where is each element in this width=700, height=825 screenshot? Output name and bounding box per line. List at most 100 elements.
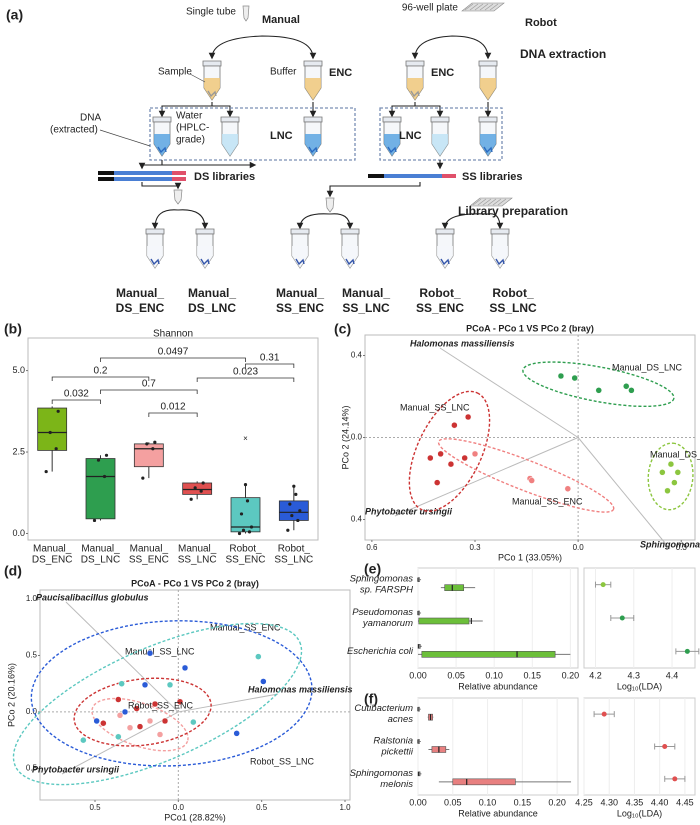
label-ss-libraries: SS libraries bbox=[462, 171, 523, 183]
plate-well-row bbox=[492, 198, 502, 206]
y-tick-label: 0.4 bbox=[351, 515, 363, 524]
y-axis-label: PCo 2 (24.14%) bbox=[340, 405, 350, 469]
box bbox=[278, 500, 309, 521]
outlier: × bbox=[243, 434, 248, 443]
tube-lid bbox=[382, 116, 402, 123]
group-label: Robot_ bbox=[492, 286, 534, 300]
chart-title: PCoA - PCo 1 VS PCo 2 (bray) bbox=[131, 578, 259, 588]
tube-liquid bbox=[492, 246, 508, 268]
plot-frame bbox=[27, 337, 319, 541]
y-tick-label: 0.0 bbox=[26, 707, 38, 716]
annotation: Paucisalibacillus globulus bbox=[36, 592, 149, 602]
arrow bbox=[329, 213, 354, 230]
pointer bbox=[99, 129, 151, 147]
p-value: 0.2 bbox=[94, 366, 108, 377]
y-tick-label: 5.0 bbox=[12, 365, 25, 375]
label-water: Water bbox=[176, 111, 203, 122]
point bbox=[260, 678, 267, 685]
point bbox=[664, 487, 671, 495]
tube-lid bbox=[478, 116, 498, 123]
x2-tick-label: 4.40 bbox=[651, 797, 669, 807]
tube-lid bbox=[303, 116, 323, 123]
x-tick-label: SS_LNC bbox=[274, 555, 313, 566]
x-tick-label: SS_ENC bbox=[129, 555, 169, 566]
x-axis-label: PCo 1 (33.05%) bbox=[498, 552, 562, 562]
label-dna-extracted: DNA bbox=[80, 113, 101, 124]
group-label: Robot_SS_LNC bbox=[250, 756, 315, 766]
x-tick-label: Manual_ bbox=[178, 544, 217, 555]
x2-tick-label: 4.2 bbox=[589, 670, 602, 680]
arrow bbox=[411, 35, 492, 60]
category-label: sp. FARSPH bbox=[360, 585, 413, 596]
box bbox=[182, 482, 213, 495]
box bbox=[418, 617, 470, 625]
point bbox=[153, 440, 157, 444]
lda-point bbox=[601, 711, 607, 717]
point bbox=[255, 653, 262, 660]
library-insert bbox=[114, 171, 172, 175]
plate-well-row bbox=[482, 198, 492, 206]
point bbox=[201, 481, 205, 485]
panel-label: (a) bbox=[6, 7, 23, 23]
group-ellipse bbox=[12, 622, 303, 786]
dna-pellet bbox=[150, 258, 160, 266]
arrow bbox=[177, 209, 209, 230]
library-adapter bbox=[368, 174, 384, 178]
x-tick-label: Manual_ bbox=[81, 544, 120, 555]
library-adapter bbox=[98, 171, 114, 175]
x2-tick-label: 4.30 bbox=[600, 797, 618, 807]
point bbox=[286, 528, 290, 532]
tube-liquid bbox=[222, 134, 238, 156]
label-buffer: Buffer bbox=[270, 67, 297, 78]
plate-well-row bbox=[487, 198, 497, 206]
group-label: Manual_ bbox=[116, 286, 164, 300]
group-ellipse bbox=[647, 442, 694, 511]
small-tube-icon bbox=[325, 197, 335, 213]
group-label: Robot_ bbox=[419, 286, 461, 300]
point bbox=[44, 469, 48, 474]
significance-bracket bbox=[100, 357, 246, 362]
error-cap bbox=[594, 581, 612, 588]
y-tick-label: 1.0 bbox=[26, 594, 38, 603]
p-value: 0.31 bbox=[260, 353, 280, 364]
x-tick-label: Manual_ bbox=[130, 544, 169, 555]
x-tick-label: 0.5 bbox=[89, 803, 101, 812]
category-label: Ralstonia bbox=[373, 736, 413, 747]
loading-line bbox=[65, 601, 179, 713]
point bbox=[118, 680, 125, 687]
x-axis-label: PCo1 (28.82%) bbox=[164, 812, 226, 822]
arrow bbox=[138, 160, 163, 170]
point bbox=[427, 454, 434, 462]
label-robot: Robot bbox=[525, 17, 557, 29]
significance-bracket bbox=[100, 389, 198, 394]
category-label: Sphingomonas bbox=[350, 574, 414, 585]
panel-label: (f) bbox=[364, 691, 378, 707]
x-tick-label: 0.20 bbox=[562, 670, 580, 680]
group-label: Manual_SS_ENC bbox=[210, 622, 281, 632]
category-label: Sphingomonas bbox=[350, 768, 414, 779]
y-tick-label: 2.5 bbox=[12, 446, 25, 456]
loading-line bbox=[61, 711, 179, 775]
point bbox=[80, 736, 87, 744]
tube-liquid bbox=[342, 246, 358, 268]
label-dna-extracted: (extracted) bbox=[50, 125, 98, 136]
plate-well-row bbox=[497, 198, 507, 206]
point bbox=[133, 705, 140, 712]
category-label: Cutibacterium bbox=[354, 703, 413, 714]
group-ellipse bbox=[408, 390, 491, 512]
group-label: Manual_DS_LNC bbox=[612, 362, 683, 372]
point bbox=[56, 409, 60, 413]
dna-pellet bbox=[387, 146, 397, 154]
label-lnc: LNC bbox=[399, 130, 422, 142]
plot-frame bbox=[583, 567, 696, 669]
point bbox=[461, 454, 468, 462]
tube-liquid bbox=[305, 78, 321, 100]
dna-pellet bbox=[200, 258, 210, 266]
point bbox=[671, 479, 678, 486]
dna-pellet bbox=[207, 90, 217, 98]
category-label: yamanorum bbox=[362, 618, 413, 629]
point bbox=[146, 717, 154, 725]
arrow bbox=[208, 35, 317, 60]
point bbox=[447, 460, 455, 468]
dna-pellet bbox=[308, 146, 318, 154]
